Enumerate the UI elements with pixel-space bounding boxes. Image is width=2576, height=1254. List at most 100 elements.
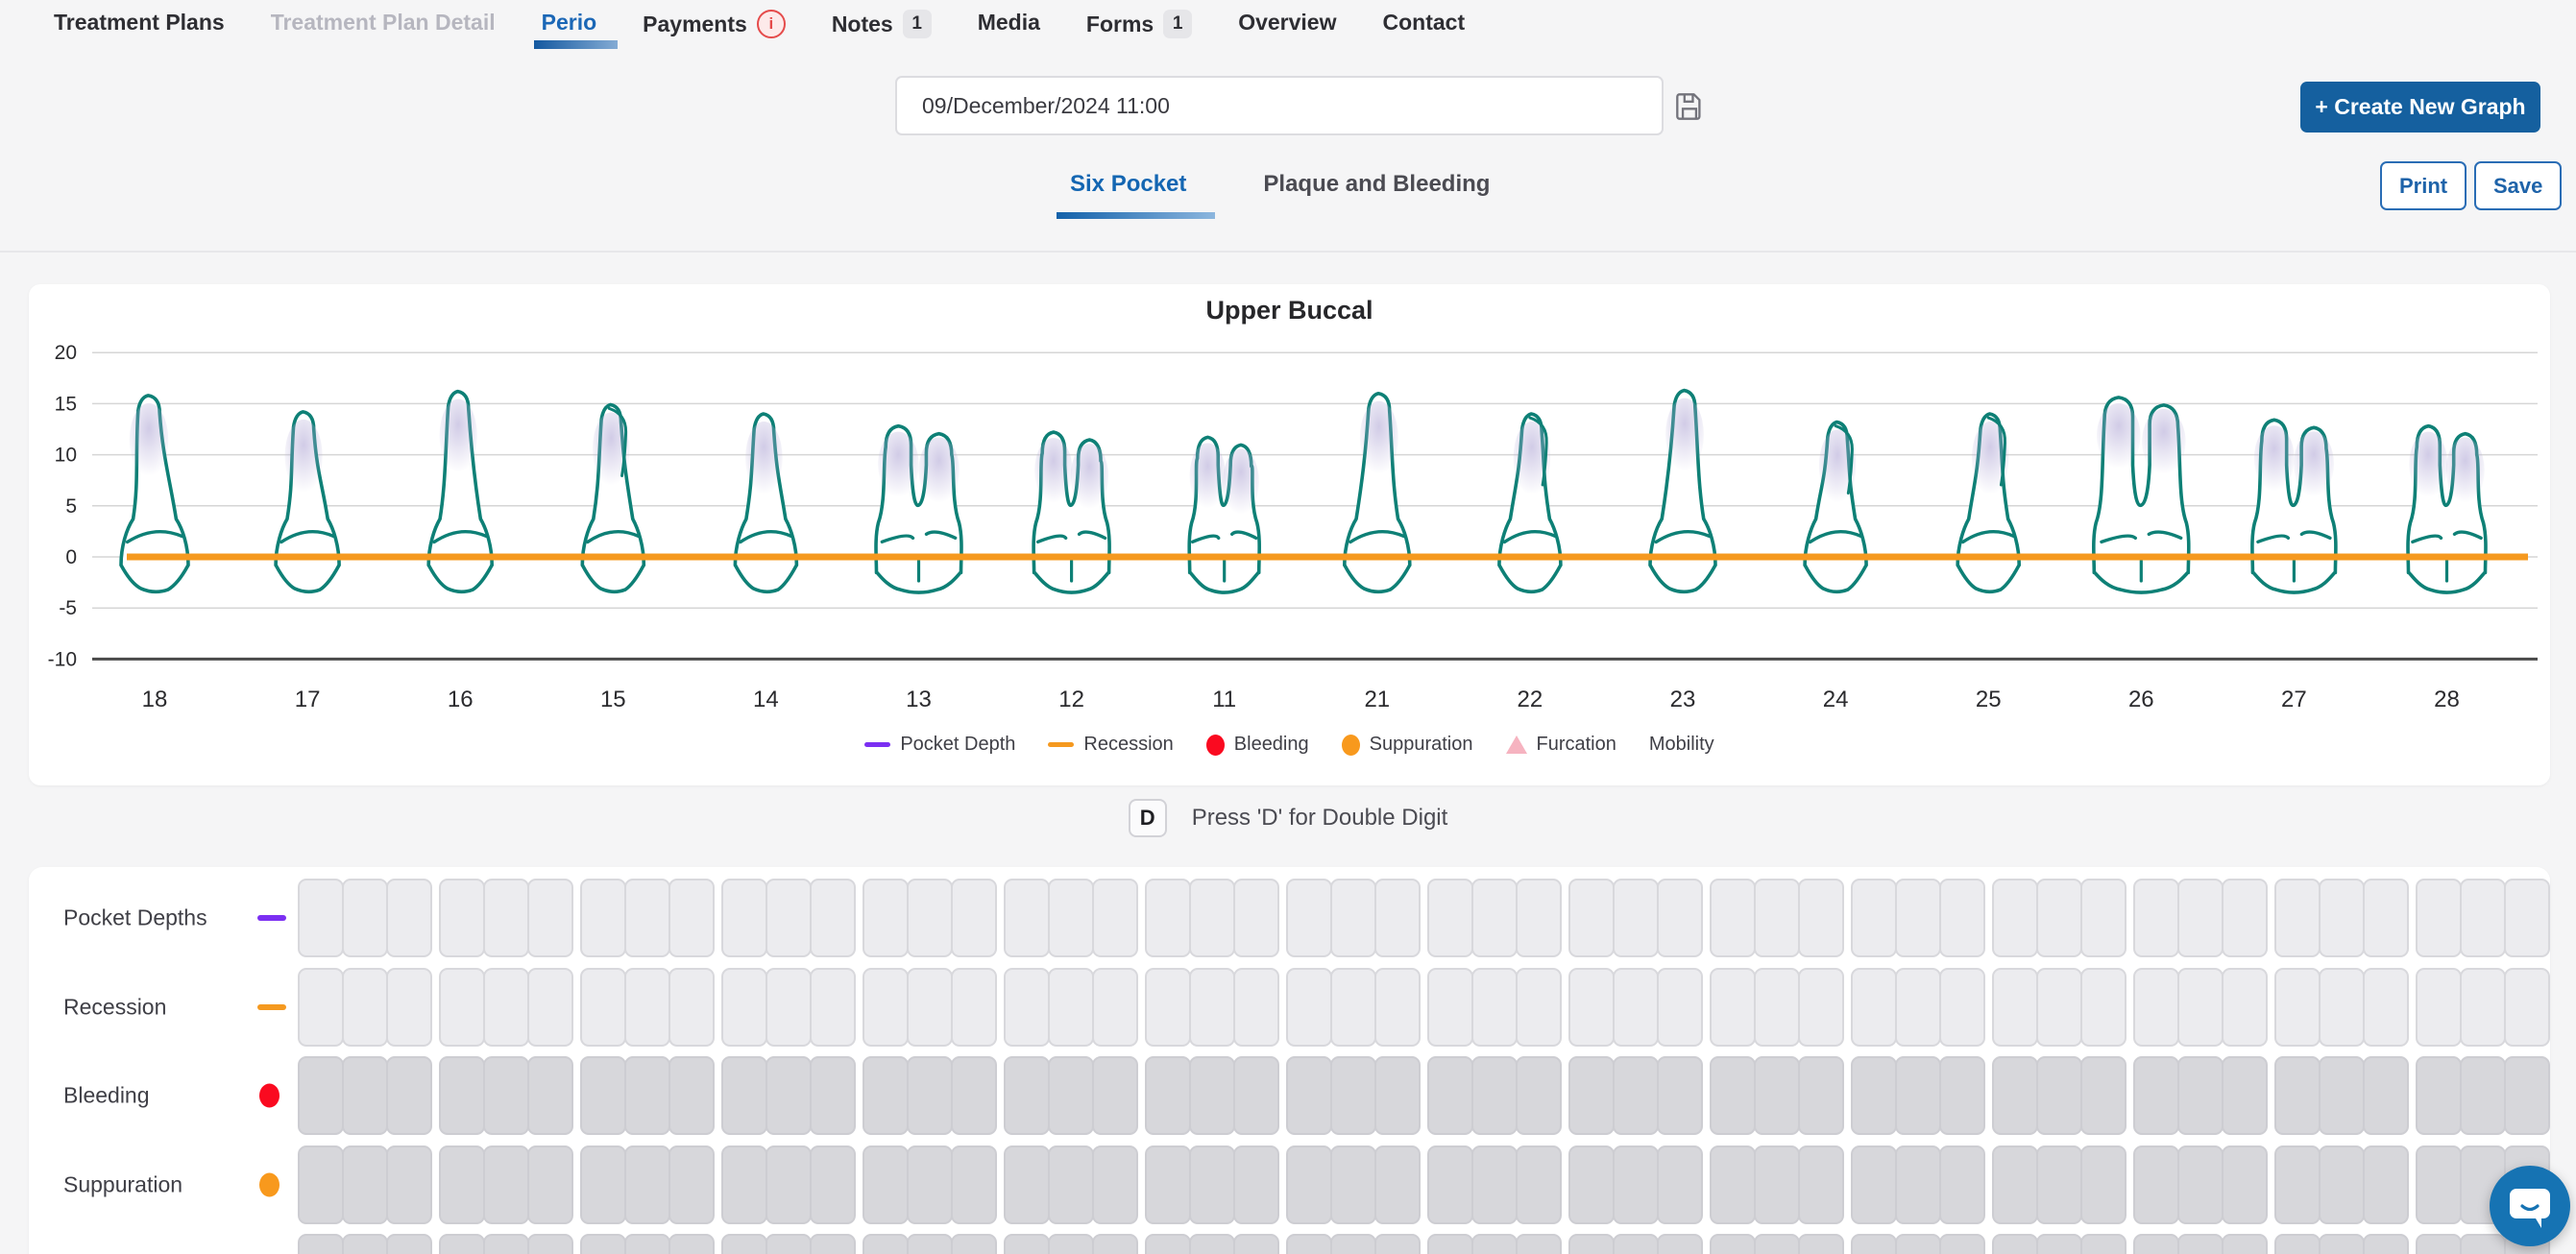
- chat-launcher-button[interactable]: [2490, 1166, 2570, 1246]
- perio-cell[interactable]: [2133, 879, 2179, 957]
- perio-cell[interactable]: [2363, 1145, 2409, 1224]
- perio-cell[interactable]: [1233, 1145, 1279, 1224]
- print-button[interactable]: Print: [2380, 161, 2467, 210]
- perio-cell[interactable]: [386, 1145, 432, 1224]
- perio-cell[interactable]: [951, 879, 997, 957]
- perio-cell[interactable]: [2177, 879, 2224, 957]
- perio-cell[interactable]: [1374, 879, 1421, 957]
- perio-cell[interactable]: [2274, 968, 2321, 1047]
- perio-cell[interactable]: [810, 1145, 856, 1224]
- perio-cell[interactable]: [1004, 1145, 1050, 1224]
- perio-cell[interactable]: [721, 968, 767, 1047]
- perio-cell[interactable]: [580, 879, 626, 957]
- perio-cell[interactable]: [2363, 968, 2409, 1047]
- perio-cell[interactable]: [1233, 879, 1279, 957]
- perio-cell[interactable]: [1798, 968, 1844, 1047]
- perio-cell[interactable]: [1471, 879, 1518, 957]
- perio-cell[interactable]: [863, 968, 909, 1047]
- nav-tab-perio[interactable]: Perio: [542, 10, 597, 49]
- perio-cell[interactable]: [2080, 1145, 2126, 1224]
- perio-cell[interactable]: [2416, 1056, 2462, 1135]
- perio-cell[interactable]: [766, 1056, 812, 1135]
- perio-cell[interactable]: [721, 1056, 767, 1135]
- perio-cell[interactable]: [1286, 879, 1332, 957]
- perio-cell[interactable]: [1754, 968, 1800, 1047]
- view-tab-six-pocket[interactable]: Six Pocket: [1057, 163, 1200, 219]
- perio-cell[interactable]: [1798, 1145, 1844, 1224]
- perio-cell[interactable]: [2177, 1234, 2224, 1254]
- perio-cell[interactable]: [2080, 1056, 2126, 1135]
- perio-cell[interactable]: [2319, 879, 2365, 957]
- perio-cell[interactable]: [1427, 968, 1473, 1047]
- perio-cell[interactable]: [1710, 1056, 1756, 1135]
- perio-cell[interactable]: [1710, 1234, 1756, 1254]
- perio-cell[interactable]: [1992, 1056, 2038, 1135]
- perio-cell[interactable]: [624, 1145, 670, 1224]
- perio-cell[interactable]: [1710, 968, 1756, 1047]
- perio-cell[interactable]: [766, 968, 812, 1047]
- perio-cell[interactable]: [2319, 1145, 2365, 1224]
- perio-cell[interactable]: [1710, 879, 1756, 957]
- perio-cell[interactable]: [1568, 879, 1615, 957]
- perio-cell[interactable]: [386, 1056, 432, 1135]
- perio-cell[interactable]: [1427, 1145, 1473, 1224]
- perio-cell[interactable]: [2460, 1056, 2506, 1135]
- perio-cell[interactable]: [951, 1234, 997, 1254]
- perio-cell[interactable]: [1233, 968, 1279, 1047]
- perio-cell[interactable]: [1613, 1056, 1659, 1135]
- perio-cell[interactable]: [1992, 1145, 2038, 1224]
- perio-cell[interactable]: [1145, 1234, 1191, 1254]
- perio-cell[interactable]: [721, 1234, 767, 1254]
- perio-cell[interactable]: [1374, 1056, 1421, 1135]
- perio-cell[interactable]: [439, 1056, 485, 1135]
- perio-cell[interactable]: [1330, 1056, 1376, 1135]
- perio-cell[interactable]: [766, 1145, 812, 1224]
- perio-cell[interactable]: [298, 1234, 344, 1254]
- perio-cell[interactable]: [580, 968, 626, 1047]
- view-tab-plaque-and-bleeding[interactable]: Plaque and Bleeding: [1250, 163, 1503, 219]
- perio-cell[interactable]: [2363, 1056, 2409, 1135]
- perio-cell[interactable]: [1286, 1234, 1332, 1254]
- nav-tab-forms[interactable]: Forms1: [1086, 10, 1192, 52]
- perio-cell[interactable]: [907, 1056, 953, 1135]
- perio-cell[interactable]: [863, 879, 909, 957]
- perio-cell[interactable]: [1657, 1234, 1703, 1254]
- perio-cell[interactable]: [1048, 968, 1094, 1047]
- perio-cell[interactable]: [2177, 1056, 2224, 1135]
- perio-cell[interactable]: [2319, 1056, 2365, 1135]
- perio-cell[interactable]: [527, 1234, 573, 1254]
- perio-cell[interactable]: [1754, 879, 1800, 957]
- perio-cell[interactable]: [1992, 1234, 2038, 1254]
- perio-cell[interactable]: [1516, 1145, 1562, 1224]
- perio-cell[interactable]: [1427, 879, 1473, 957]
- perio-cell[interactable]: [1189, 968, 1235, 1047]
- perio-cell[interactable]: [1613, 1145, 1659, 1224]
- perio-cell[interactable]: [1939, 1145, 1985, 1224]
- perio-cell[interactable]: [298, 1145, 344, 1224]
- perio-cell[interactable]: [2036, 1234, 2082, 1254]
- perio-cell[interactable]: [1939, 1056, 1985, 1135]
- perio-cell[interactable]: [1004, 1056, 1050, 1135]
- perio-cell[interactable]: [386, 879, 432, 957]
- perio-cell[interactable]: [1145, 1145, 1191, 1224]
- perio-cell[interactable]: [580, 1056, 626, 1135]
- perio-cell[interactable]: [298, 1056, 344, 1135]
- perio-cell[interactable]: [2416, 1234, 2462, 1254]
- perio-cell[interactable]: [2274, 879, 2321, 957]
- perio-cell[interactable]: [1851, 1145, 1897, 1224]
- perio-cell[interactable]: [951, 968, 997, 1047]
- chart-date-input[interactable]: [895, 76, 1664, 135]
- perio-cell[interactable]: [2177, 1145, 2224, 1224]
- perio-cell[interactable]: [439, 968, 485, 1047]
- perio-cell[interactable]: [527, 1056, 573, 1135]
- perio-cell[interactable]: [1613, 879, 1659, 957]
- perio-cell[interactable]: [342, 1234, 388, 1254]
- perio-cell[interactable]: [1895, 968, 1941, 1047]
- perio-cell[interactable]: [2222, 1234, 2268, 1254]
- perio-cell[interactable]: [342, 1145, 388, 1224]
- perio-cell[interactable]: [2133, 1056, 2179, 1135]
- perio-cell[interactable]: [298, 968, 344, 1047]
- perio-cell[interactable]: [1992, 968, 2038, 1047]
- perio-cell[interactable]: [386, 1234, 432, 1254]
- perio-cell[interactable]: [2036, 968, 2082, 1047]
